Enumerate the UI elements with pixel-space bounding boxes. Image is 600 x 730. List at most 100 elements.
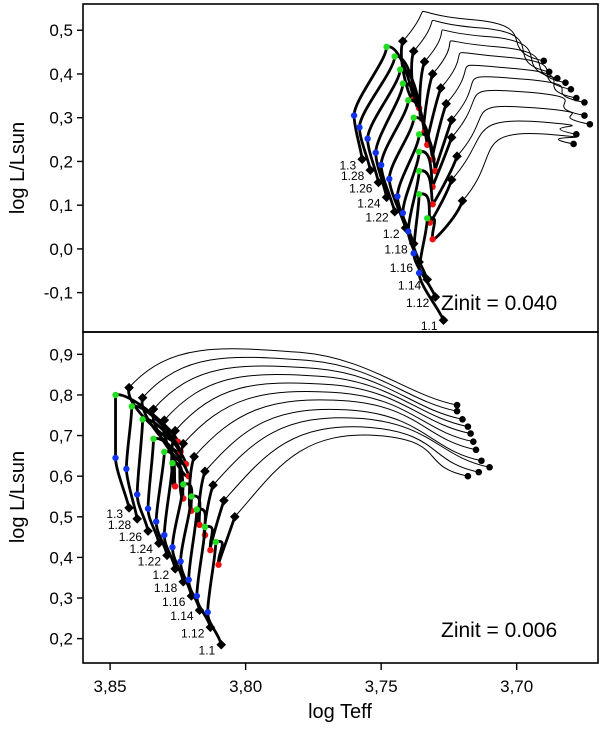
mass-label: 1.3 bbox=[339, 158, 356, 172]
blue-point bbox=[350, 112, 358, 119]
y-tick-label: 0,0 bbox=[49, 240, 73, 259]
panel-annotation: Zinit = 0.006 bbox=[441, 619, 557, 642]
green-point bbox=[405, 97, 412, 104]
evolution-tracks: 1.31.281.261.241.221.21.181.161.141.121.… bbox=[106, 348, 493, 658]
red-point bbox=[215, 561, 222, 568]
green-point bbox=[201, 523, 209, 531]
green-point bbox=[112, 391, 119, 399]
tams-marker bbox=[178, 438, 189, 449]
y-tick-label: 0,2 bbox=[49, 152, 73, 171]
track-end-point bbox=[573, 131, 580, 138]
blue-point bbox=[372, 149, 379, 156]
panel-annotation: Zinit = 0.040 bbox=[441, 292, 557, 315]
x-axis-title: log Teff bbox=[308, 701, 372, 723]
y-tick-label: 0,5 bbox=[49, 21, 73, 40]
blue-point bbox=[364, 135, 371, 142]
blue-point bbox=[394, 193, 401, 200]
green-point bbox=[410, 114, 417, 121]
blue-point bbox=[193, 592, 201, 600]
mass-label: 1.24 bbox=[357, 196, 381, 210]
tams-marker bbox=[189, 451, 199, 462]
red-point bbox=[207, 546, 214, 554]
y-axis: 0,5 0,4 0,3 0,2 0,1 0,0 -0,1 bbox=[44, 21, 83, 303]
track-giant-branch bbox=[153, 365, 463, 420]
green-point bbox=[188, 493, 195, 500]
track-end-point bbox=[486, 463, 493, 471]
y-tick-label: 0,3 bbox=[49, 109, 73, 128]
red-point bbox=[171, 483, 179, 490]
red-point bbox=[429, 236, 436, 243]
green-point bbox=[180, 481, 187, 488]
green-point bbox=[193, 506, 201, 513]
track-giant-branch bbox=[424, 29, 558, 79]
track-giant-branch bbox=[456, 105, 590, 157]
red-point bbox=[196, 521, 203, 529]
mass-label: 1.14 bbox=[170, 609, 194, 623]
mass-label: 1.18 bbox=[154, 581, 178, 595]
track-end-point bbox=[540, 57, 548, 65]
y-tick-label: 0,8 bbox=[49, 386, 73, 405]
track-end-point bbox=[581, 112, 588, 119]
blue-point bbox=[386, 175, 393, 183]
blue-point bbox=[152, 518, 160, 525]
mass-label: 1.16 bbox=[390, 261, 414, 275]
tams-marker bbox=[457, 195, 468, 206]
tams-marker bbox=[124, 382, 134, 393]
mass-label: 1.16 bbox=[162, 595, 186, 609]
track-end-point bbox=[467, 430, 474, 437]
track-end-point bbox=[586, 120, 594, 128]
track-giant-branch bbox=[174, 382, 471, 435]
mass-label: 1.24 bbox=[130, 542, 154, 556]
green-point bbox=[150, 435, 157, 443]
tams-marker bbox=[137, 392, 148, 403]
x-axis: 3,85 3,80 3,75 3,70 bbox=[94, 663, 533, 696]
tams-marker bbox=[441, 98, 452, 109]
track-giant-branch bbox=[402, 10, 544, 62]
mass-label: 1.14 bbox=[398, 279, 422, 293]
track-giant-branch bbox=[462, 133, 577, 202]
track-end-point bbox=[567, 85, 575, 93]
y-tick-label: 0,2 bbox=[49, 630, 73, 649]
track-end-point bbox=[472, 446, 480, 454]
y-axis-title-top: log L/Lsun bbox=[7, 122, 29, 214]
blue-point bbox=[405, 228, 412, 235]
tams-marker bbox=[229, 511, 240, 522]
green-point bbox=[161, 448, 168, 456]
green-point bbox=[415, 191, 423, 198]
tams-marker bbox=[148, 404, 159, 414]
blue-point bbox=[185, 576, 192, 583]
mass-label: 1.22 bbox=[138, 554, 162, 568]
track-giant-branch bbox=[440, 52, 571, 90]
track-giant-branch bbox=[204, 409, 482, 472]
green-point bbox=[415, 131, 423, 138]
track-end-point bbox=[459, 416, 466, 423]
y-tick-label: 0,4 bbox=[49, 65, 73, 84]
evolution-tracks: 1.31.281.261.241.221.21.181.161.141.121.… bbox=[339, 10, 594, 333]
mass-label: 1.3 bbox=[106, 507, 123, 521]
track-giant-branch bbox=[142, 356, 458, 412]
x-tick-label: 3,70 bbox=[500, 677, 533, 696]
track-giant-branch bbox=[234, 434, 468, 518]
track-end-point bbox=[464, 472, 472, 480]
blue-point bbox=[144, 505, 152, 512]
mass-label: 1.2 bbox=[383, 227, 400, 241]
y-tick-label: 0,1 bbox=[49, 196, 73, 215]
tams-marker bbox=[446, 132, 457, 143]
y-axis: 0,9 0,8 0,7 0,6 0,5 0,4 0,3 0,2 bbox=[49, 345, 83, 649]
mass-label: 1.26 bbox=[119, 530, 143, 544]
track-giant-branch bbox=[451, 89, 585, 138]
panel-frame bbox=[82, 331, 599, 664]
tams-marker bbox=[452, 151, 462, 162]
mass-label: 1.26 bbox=[349, 181, 373, 195]
blue-point bbox=[356, 124, 363, 131]
track-giant-branch bbox=[445, 64, 577, 105]
mass-label: 1.2 bbox=[152, 568, 169, 582]
blue-point bbox=[204, 609, 211, 616]
green-point bbox=[169, 459, 176, 467]
mass-label: 1.1 bbox=[199, 644, 216, 658]
green-point bbox=[415, 167, 423, 175]
panel-zinit-0006: 0,9 0,8 0,7 0,6 0,5 0,4 0,3 0,2 1.31.281.261.24… bbox=[49, 331, 599, 664]
x-tick-label: 3,85 bbox=[94, 677, 127, 696]
x-tick-label: 3,75 bbox=[365, 677, 398, 696]
